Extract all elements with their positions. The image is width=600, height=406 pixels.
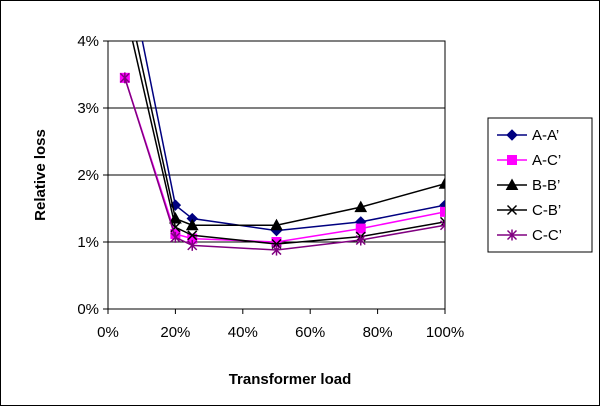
x-tick-label: 80%: [363, 324, 393, 341]
series-4: [119, 72, 445, 256]
x-tick-label: 0%: [97, 324, 119, 341]
legend-label: A-A’: [532, 127, 559, 144]
x-axis-ticks: 0% 20% 40% 60% 80% 100%: [97, 309, 464, 341]
y-tick-label: 2%: [77, 167, 99, 184]
legend-label: A-C’: [532, 152, 561, 169]
y-tick-label: 1%: [77, 234, 99, 251]
legend-label: C-B’: [532, 202, 561, 219]
data-point: [270, 218, 283, 231]
series-layer: [119, 41, 445, 256]
legend-marker: [506, 129, 518, 141]
legend-marker: [506, 204, 518, 216]
data-point: [355, 223, 366, 234]
x-tick-label: 100%: [426, 324, 464, 341]
legend-label: C-C’: [532, 227, 562, 244]
series-line: [135, 41, 445, 226]
series-line: [124, 77, 445, 251]
y-axis-ticks: 0% 1% 2% 3% 4%: [77, 33, 108, 318]
x-axis-title: Transformer load: [229, 371, 352, 388]
legend-item: C-C’: [497, 227, 562, 244]
data-point: [439, 216, 445, 227]
data-point: [185, 218, 199, 231]
legend-marker: [505, 178, 519, 190]
data-point: [119, 72, 130, 84]
y-tick-label: 0%: [77, 301, 99, 318]
data-point: [439, 219, 445, 231]
legend-marker: [507, 155, 517, 165]
y-axis-title: Relative loss: [32, 129, 49, 221]
data-point: [271, 244, 282, 256]
legend: A-A’ A-C’ B-B’ C-B’ C-C’: [497, 127, 562, 244]
legend-item: A-C’: [497, 152, 561, 169]
data-point: [354, 200, 368, 213]
x-tick-label: 60%: [295, 324, 325, 341]
legend-item: B-B’: [497, 177, 560, 194]
series-2: [135, 41, 445, 231]
data-point: [187, 239, 198, 251]
series-line: [131, 41, 445, 245]
legend-label: B-B’: [532, 177, 560, 194]
x-tick-label: 40%: [228, 324, 258, 341]
legend-marker: [506, 229, 518, 241]
data-point: [170, 231, 181, 243]
x-tick-label: 20%: [160, 324, 190, 341]
data-point: [438, 177, 445, 189]
data-point: [355, 234, 366, 246]
data-point: [187, 230, 198, 241]
y-tick-label: 3%: [77, 100, 99, 117]
y-tick-label: 4%: [77, 33, 99, 50]
legend-item: A-A’: [497, 127, 559, 144]
data-point: [440, 206, 445, 217]
legend-item: C-B’: [497, 202, 561, 219]
